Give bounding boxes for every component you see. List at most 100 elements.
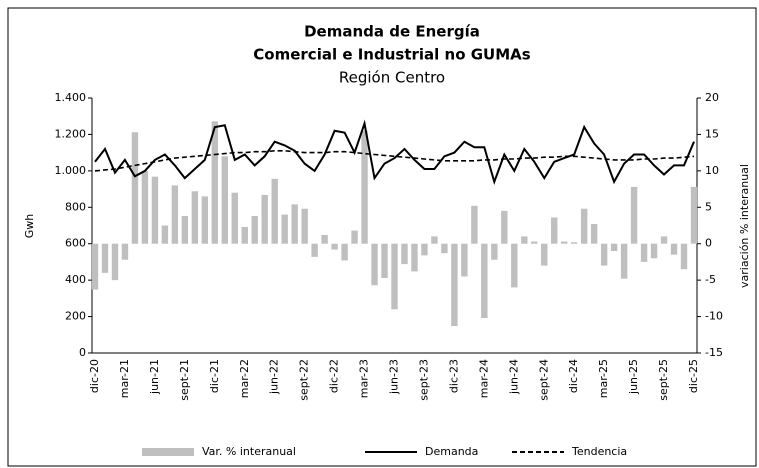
bar bbox=[650, 243, 658, 259]
bar bbox=[580, 208, 588, 244]
bar bbox=[421, 243, 428, 256]
bar bbox=[590, 224, 598, 244]
bar bbox=[371, 243, 378, 286]
bar bbox=[571, 242, 578, 244]
bar bbox=[660, 236, 668, 244]
bar bbox=[361, 130, 368, 244]
bar bbox=[630, 186, 638, 244]
line-series bbox=[94, 150, 695, 172]
bar bbox=[181, 216, 189, 244]
bar bbox=[151, 176, 159, 244]
bar bbox=[171, 185, 179, 244]
bar bbox=[161, 225, 169, 244]
bar bbox=[640, 243, 648, 262]
bar bbox=[121, 243, 129, 260]
x-tick-label: dic-24 bbox=[567, 359, 580, 393]
legend-label: Var. % interanual bbox=[202, 445, 296, 458]
x-tick-label: dic-20 bbox=[88, 359, 101, 393]
y2-tick-label: 15 bbox=[705, 127, 719, 140]
y2-tick-label: 10 bbox=[705, 164, 719, 177]
bar bbox=[610, 243, 618, 251]
bar bbox=[281, 214, 288, 244]
x-tick-label: jun-23 bbox=[388, 359, 401, 395]
line-series bbox=[94, 119, 695, 186]
y-tick-label: 800 bbox=[65, 200, 86, 213]
bar bbox=[511, 243, 518, 288]
bar bbox=[261, 194, 268, 244]
bar bbox=[491, 243, 498, 260]
bar bbox=[311, 243, 318, 257]
x-tick-label: dic-21 bbox=[208, 359, 221, 393]
y2-tick-label: 5 bbox=[705, 200, 712, 213]
bar bbox=[551, 217, 558, 244]
bar bbox=[271, 178, 278, 244]
chart-subtitle: Comercial e Industrial no GUMAs bbox=[253, 46, 530, 64]
x-tick-label: dic-22 bbox=[328, 359, 341, 393]
y2-tick-label: 20 bbox=[705, 91, 719, 104]
bar bbox=[381, 243, 388, 278]
y2-tick-label: -15 bbox=[705, 346, 723, 359]
y-tick-label: 1.000 bbox=[55, 164, 87, 177]
bar bbox=[331, 243, 338, 250]
bar bbox=[670, 243, 678, 255]
y2-tick-label: -5 bbox=[705, 273, 716, 286]
bar bbox=[91, 243, 99, 290]
x-tick-label: mar-23 bbox=[358, 359, 371, 398]
y2-tick-label: -10 bbox=[705, 310, 723, 323]
bar bbox=[690, 186, 698, 244]
x-tick-label: sept-25 bbox=[657, 359, 670, 401]
x-tick-label: jun-25 bbox=[627, 359, 640, 395]
x-tick-label: jun-24 bbox=[507, 359, 520, 395]
bar bbox=[521, 236, 528, 244]
y-tick-label: 400 bbox=[65, 273, 86, 286]
bar bbox=[471, 205, 478, 244]
bar bbox=[391, 243, 398, 310]
bar bbox=[321, 234, 328, 244]
bar bbox=[620, 243, 628, 279]
y-axis-label: Gwh bbox=[23, 214, 36, 239]
y-tick-label: 600 bbox=[65, 237, 86, 250]
bar bbox=[680, 243, 688, 270]
x-tick-label: jun-22 bbox=[268, 359, 281, 395]
y-tick-label: 1.200 bbox=[55, 127, 87, 140]
bar bbox=[111, 243, 119, 281]
bar bbox=[531, 241, 538, 244]
bar bbox=[131, 132, 139, 244]
x-tick-label: mar-22 bbox=[238, 359, 251, 398]
bar bbox=[451, 243, 458, 327]
bar bbox=[291, 204, 298, 244]
bar bbox=[411, 243, 418, 272]
bar bbox=[101, 243, 109, 273]
chart-subtitle: Región Centro bbox=[339, 69, 445, 87]
bar bbox=[341, 243, 348, 261]
bar bbox=[501, 210, 508, 244]
bar bbox=[211, 121, 218, 244]
bar bbox=[461, 243, 468, 277]
y2-axis-label: variación % interanual bbox=[738, 164, 751, 288]
bar bbox=[401, 243, 408, 265]
bar bbox=[241, 226, 248, 244]
bar bbox=[201, 196, 209, 244]
x-tick-label: sept-23 bbox=[417, 359, 430, 401]
x-tick-label: sept-24 bbox=[537, 359, 550, 401]
bar bbox=[191, 191, 199, 244]
bar bbox=[441, 243, 448, 254]
bar bbox=[301, 208, 308, 244]
y-tick-label: 1.400 bbox=[55, 91, 87, 104]
bar bbox=[600, 243, 608, 266]
y2-tick-label: 0 bbox=[705, 237, 712, 250]
bar bbox=[231, 192, 238, 244]
legend-label: Tendencia bbox=[571, 445, 627, 458]
y-tick-label: 0 bbox=[79, 346, 86, 359]
legend-label: Demanda bbox=[425, 445, 478, 458]
x-tick-label: dic-25 bbox=[687, 359, 700, 393]
x-tick-label: mar-24 bbox=[477, 359, 490, 398]
x-tick-label: sept-21 bbox=[178, 359, 191, 401]
y-tick-label: 200 bbox=[65, 310, 86, 323]
x-tick-label: sept-22 bbox=[298, 359, 311, 401]
chart-title: Demanda de Energía bbox=[304, 23, 480, 41]
bar bbox=[561, 241, 568, 244]
bar bbox=[251, 216, 258, 244]
x-tick-label: jun-21 bbox=[148, 359, 161, 395]
